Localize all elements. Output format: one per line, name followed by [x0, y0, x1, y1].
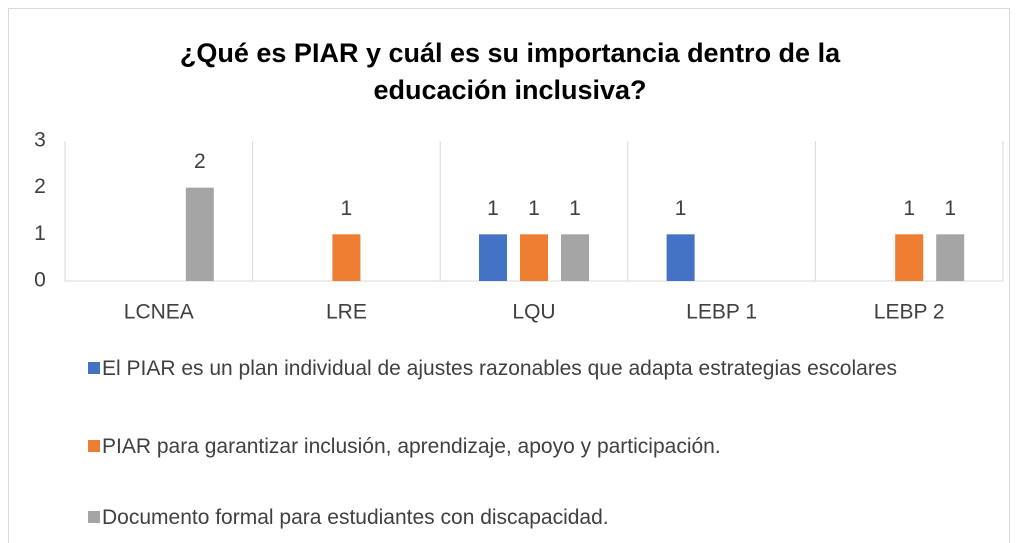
legend-label: Documento formal para estudiantes con di…: [102, 506, 609, 529]
chart-border: [8, 8, 1010, 543]
y-tick-label: 3: [34, 129, 46, 152]
legend-swatch: [88, 362, 100, 374]
legend-label: El PIAR es un plan individual de ajustes…: [102, 357, 897, 380]
y-tick-label: 0: [34, 269, 46, 292]
bar: [332, 234, 361, 281]
x-tick-label: LCNEA: [124, 301, 194, 324]
data-label: 1: [903, 197, 915, 220]
bar: [185, 187, 214, 281]
x-tick-label: LEBP 1: [686, 301, 757, 324]
chart-title: ¿Qué es PIAR y cuál es su importancia de…: [179, 38, 841, 105]
legend-swatch: [88, 440, 100, 452]
x-tick-label: LEBP 2: [874, 301, 945, 324]
bar: [666, 234, 695, 281]
bar: [479, 234, 507, 281]
legend-swatch: [88, 511, 100, 523]
legend-item: PIAR para garantizar inclusión, aprendiz…: [84, 432, 1018, 461]
data-label: 1: [528, 197, 540, 220]
x-tick-label: LRE: [326, 301, 367, 324]
legend-item: El PIAR es un plan individual de ajustes…: [84, 354, 1018, 383]
data-label: 1: [675, 197, 687, 220]
legend-label: PIAR para garantizar inclusión, aprendiz…: [102, 435, 721, 458]
data-label: 1: [569, 197, 581, 220]
data-label: 2: [194, 150, 206, 173]
bar: [895, 234, 924, 281]
legend-item: Documento formal para estudiantes con di…: [84, 503, 1018, 532]
x-tick-label: LQU: [512, 301, 555, 324]
data-label: 1: [487, 197, 499, 220]
y-tick-label: 1: [34, 222, 46, 245]
data-label: 1: [944, 197, 956, 220]
bar: [561, 234, 589, 281]
y-tick-label: 2: [34, 175, 46, 198]
bar: [520, 234, 548, 281]
data-label: 1: [341, 197, 353, 220]
bar: [936, 234, 965, 281]
